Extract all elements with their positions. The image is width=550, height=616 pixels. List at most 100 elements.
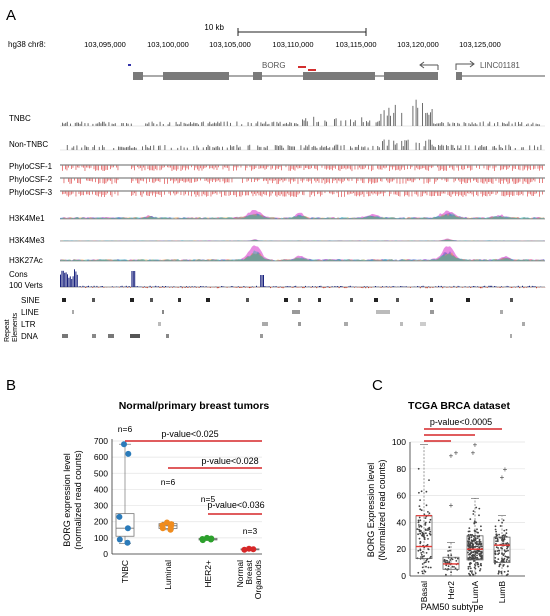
data-point [500,570,502,573]
data-point [503,570,506,573]
repeat-element [430,310,434,314]
data-point [124,539,131,546]
coverage-bar [286,122,287,126]
phylocsf-bar [62,165,63,171]
data-point [469,563,471,566]
phylocsf-bar [143,178,144,182]
phylocsf-bar [528,191,530,194]
phylocsf-bar [360,178,362,181]
data-point [418,516,421,519]
phylocsf-bar [396,178,398,184]
phylocsf-bar [212,165,213,169]
x-tick-label-part: Organoids [253,560,263,599]
phylocsf-bar [362,178,363,183]
phylocsf-bar [206,178,207,181]
phylocsf-bar [222,165,224,170]
phylocsf-bar [275,178,276,181]
phylocsf-bar [158,191,159,195]
phylocsf-bar [147,191,149,196]
coverage-bar [206,147,207,150]
coverage-bar [218,123,220,126]
phylocsf-bar [267,178,269,184]
phylocsf-bar [77,165,78,168]
coverage-bar [313,145,315,150]
phylocsf-bar [228,165,230,171]
data-point [476,561,479,564]
coverage-bar [210,124,212,126]
coverage-bar [404,140,406,150]
coverage-bar [119,146,121,150]
phylocsf-bar [474,178,476,181]
phylocsf-bar [266,191,267,196]
coverage-bar [198,124,199,126]
phylocsf-bar [476,165,477,168]
cons-bar [177,287,179,288]
cons-bar [438,285,439,287]
coverage-bar [439,123,441,126]
coverage-bar [505,145,507,150]
phylocsf-bar [183,191,185,196]
data-point [473,554,476,557]
cons-bar [320,285,322,287]
data-point [471,570,473,572]
coverage-bar [273,121,275,126]
phylocsf-bar [263,165,264,169]
cons-bar [439,286,441,287]
coverage-bar [289,122,291,126]
phylocsf-bar [540,165,542,169]
data-point [467,542,470,544]
phylocsf-bar [191,165,192,168]
data-point [421,563,424,565]
phylocsf-bar [389,191,390,197]
phylocsf-bar [348,191,350,195]
cons-bar [410,287,411,288]
x-tick-label-part: Normal [235,560,245,588]
histone-signal [60,239,545,241]
gene-borg-label: BORG [262,61,286,70]
coverage-bar [193,146,195,150]
phylocsf-bar [89,165,90,169]
phylocsf-bar [137,165,138,168]
phylocsf-bar [98,178,99,184]
data-point [451,565,454,568]
phylocsf-bar [197,165,198,170]
coverage-bar [255,123,257,126]
coverage-bar [366,121,367,126]
coverage-bar [76,145,78,150]
data-point [475,562,477,564]
cons-bar [328,287,330,288]
coverage-bar [287,124,289,126]
coverage-bar [290,122,292,126]
data-point [416,528,419,530]
phylocsf-bar [479,165,480,169]
phylocsf-bar [390,191,392,194]
phylocsf-bar [521,191,522,194]
phylocsf-bar [386,165,387,168]
phylocsf-bar [311,191,312,195]
histone-signal [60,245,545,261]
phylocsf-bar [140,178,141,181]
phylocsf-bar [503,165,504,170]
coverage-bar [450,144,452,150]
coverage-bar [108,122,110,126]
cons-bar [480,287,481,289]
data-point [455,560,458,562]
phylocsf-bar [492,191,494,194]
phylocsf-bar [101,191,102,197]
coverage-bar [73,146,75,150]
coverage-bar [447,146,449,150]
cons-bar [307,286,309,287]
repeat-element [284,298,288,302]
coverage-bar [430,112,431,126]
borg-arrow-head [419,61,425,69]
phylocsf-bar [438,191,440,196]
coverage-bar [446,145,447,150]
phylocsf-bar [174,191,176,196]
phylocsf-bar [504,178,506,181]
phylocsf-bar [518,191,519,196]
phylocsf-bar [149,191,150,196]
scale-bar-label: 10 kb [204,23,224,32]
cons-bar [288,286,290,287]
phylocsf-bar [516,191,518,195]
coverage-bar [335,144,337,150]
